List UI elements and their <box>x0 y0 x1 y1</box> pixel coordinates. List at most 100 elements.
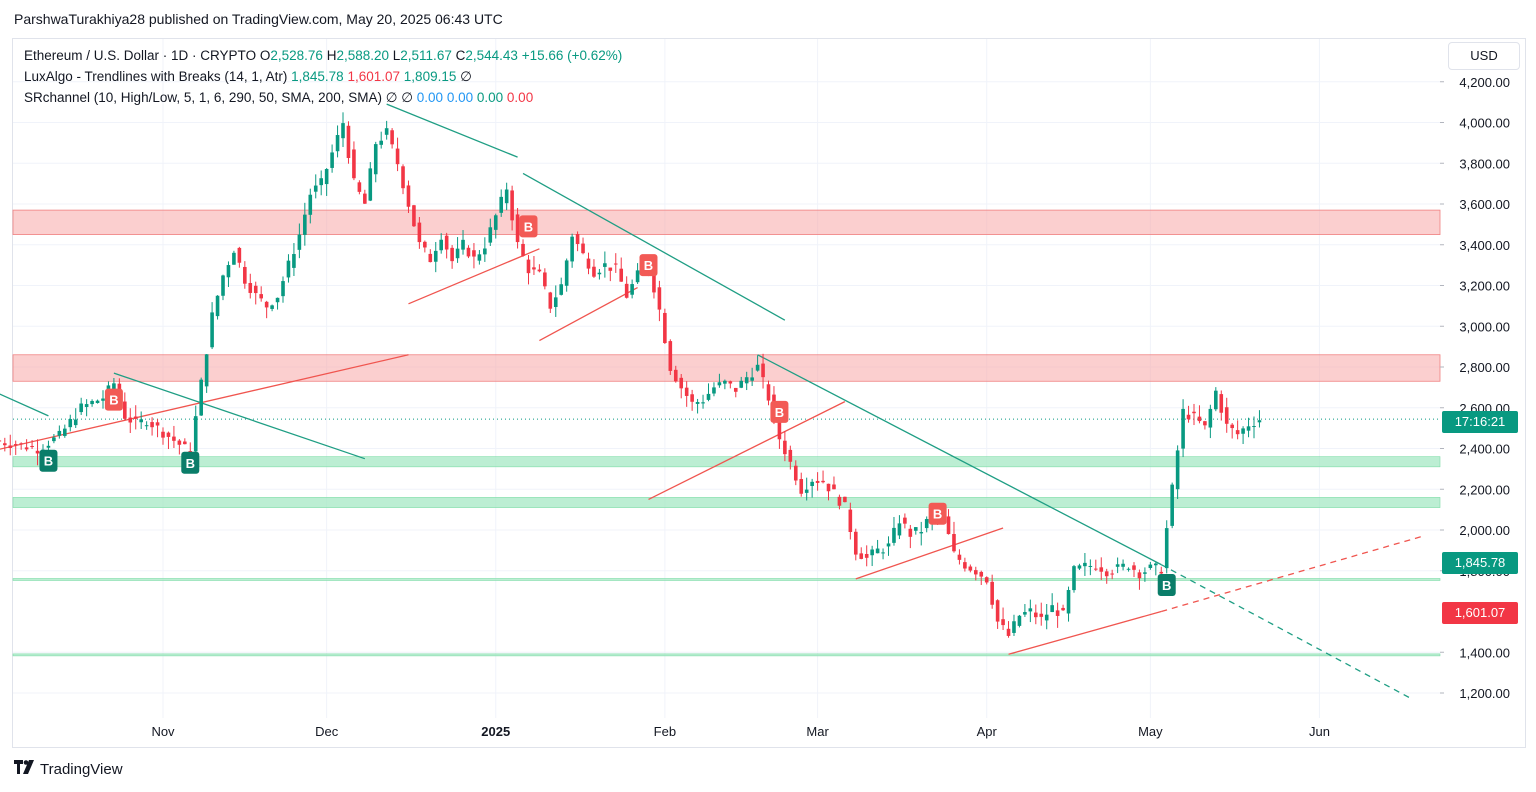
candle-up <box>712 387 716 394</box>
upper-trendline-price-tag: 1,845.78 <box>1442 552 1518 574</box>
candle-down <box>793 465 798 481</box>
signal-badge <box>1157 574 1176 597</box>
candle-down <box>1186 414 1191 420</box>
close-label: C <box>455 48 466 63</box>
candle-down <box>1137 572 1142 579</box>
close-value: 2,544.43 <box>465 48 518 63</box>
candle-down <box>237 247 242 263</box>
tradingview-logo[interactable]: TradingView <box>14 760 123 778</box>
x-tick-label: Apr <box>977 724 998 739</box>
candle-up <box>1023 612 1027 615</box>
candle-up <box>477 254 482 261</box>
candle-down <box>979 571 984 577</box>
candle-up <box>368 168 373 201</box>
candle-down <box>973 570 978 575</box>
up-trendline <box>408 248 540 305</box>
down-trendline <box>522 172 786 321</box>
candle-down <box>412 205 416 227</box>
candle-up <box>564 260 569 286</box>
y-tick-label: 3,600.00 <box>1459 197 1510 212</box>
candle-up <box>1170 484 1174 526</box>
candle-down <box>1230 424 1234 429</box>
candle-down <box>903 517 907 524</box>
candle-down <box>733 387 738 392</box>
candle-up <box>488 227 493 243</box>
candle-up <box>706 393 711 400</box>
signal-badge <box>519 215 538 238</box>
candle-up <box>1088 565 1093 567</box>
candle-up <box>1143 572 1147 574</box>
indicator-name[interactable]: SRchannel (10, High/Low, 5, 1, 6, 290, 5… <box>24 90 382 105</box>
candle-down <box>581 243 585 254</box>
candle-down <box>624 283 629 298</box>
up-trendline <box>648 401 846 501</box>
candle-up <box>504 189 509 204</box>
candle-down <box>548 292 553 309</box>
candle-down <box>766 384 771 401</box>
candle-up <box>1241 428 1245 434</box>
candle-down <box>1203 421 1207 426</box>
candle-up <box>695 402 700 404</box>
candle-up <box>1246 426 1251 431</box>
candle-up <box>559 284 564 295</box>
candle-up <box>1126 568 1131 570</box>
indicator-value: ∅ <box>460 69 472 84</box>
currency-button[interactable]: USD <box>1448 42 1520 70</box>
symbol-name[interactable]: Ethereum / U.S. Dollar · 1D · CRYPTO <box>24 48 257 63</box>
candle-down <box>1055 610 1060 616</box>
candle-up <box>373 144 378 175</box>
candle-down <box>1094 568 1098 570</box>
publisher-line: ParshwaTurakhiya28 published on TradingV… <box>14 11 503 27</box>
candle-up <box>270 305 274 309</box>
support-zone <box>12 578 1441 581</box>
legend-symbol-row[interactable]: Ethereum / U.S. Dollar · 1D · CRYPTO O2,… <box>24 45 622 66</box>
candle-down <box>1192 411 1196 414</box>
candle-down <box>859 553 864 559</box>
signal-label: B <box>186 456 195 471</box>
legend-indicator-trendlines[interactable]: LuxAlgo - Trendlines with Breaks (14, 1,… <box>24 66 622 87</box>
legend-indicator-srchannel[interactable]: SRchannel (10, High/Low, 5, 1, 6, 290, 5… <box>24 87 622 108</box>
candle-down <box>363 193 367 204</box>
candle-down <box>35 450 40 454</box>
resistance-zone <box>12 354 1441 382</box>
candle-down <box>788 449 793 462</box>
indicator-name[interactable]: LuxAlgo - Trendlines with Breaks (14, 1,… <box>24 69 288 84</box>
y-tick-label: 2,400.00 <box>1459 442 1510 457</box>
candle-down <box>177 440 182 445</box>
up-trendline <box>539 286 638 342</box>
candle-down <box>799 479 804 494</box>
chart-frame[interactable] <box>12 38 1526 748</box>
candle-down <box>613 263 618 265</box>
candle-up <box>232 252 236 265</box>
candle-down <box>1034 612 1038 618</box>
candle-up <box>286 260 291 278</box>
candle-up <box>1154 563 1158 566</box>
signal-badge <box>39 449 58 472</box>
candle-up <box>1083 562 1087 567</box>
candle-down <box>444 235 449 250</box>
candle-up <box>1121 563 1125 567</box>
candle-up <box>144 425 149 427</box>
resistance-zone <box>12 209 1441 235</box>
candle-up <box>897 523 902 536</box>
candle-down <box>837 496 842 506</box>
candle-up <box>101 398 105 401</box>
signal-badge <box>639 254 658 277</box>
x-tick-label: Jun <box>1309 724 1330 739</box>
candle-up <box>63 428 67 436</box>
candle-up <box>1012 621 1016 633</box>
candle-down <box>423 241 427 248</box>
signal-label: B <box>644 258 653 273</box>
candle-down <box>995 600 1000 622</box>
candle-up <box>913 527 918 531</box>
candle-up <box>79 403 83 413</box>
candle-down <box>826 483 831 492</box>
candle-up <box>1017 615 1022 626</box>
candle-down <box>259 294 263 299</box>
high-label: H <box>326 48 337 63</box>
candle-down <box>352 149 356 179</box>
candle-down <box>821 480 825 483</box>
candle-down <box>832 484 836 490</box>
tradingview-logo-text: TradingView <box>40 760 123 778</box>
